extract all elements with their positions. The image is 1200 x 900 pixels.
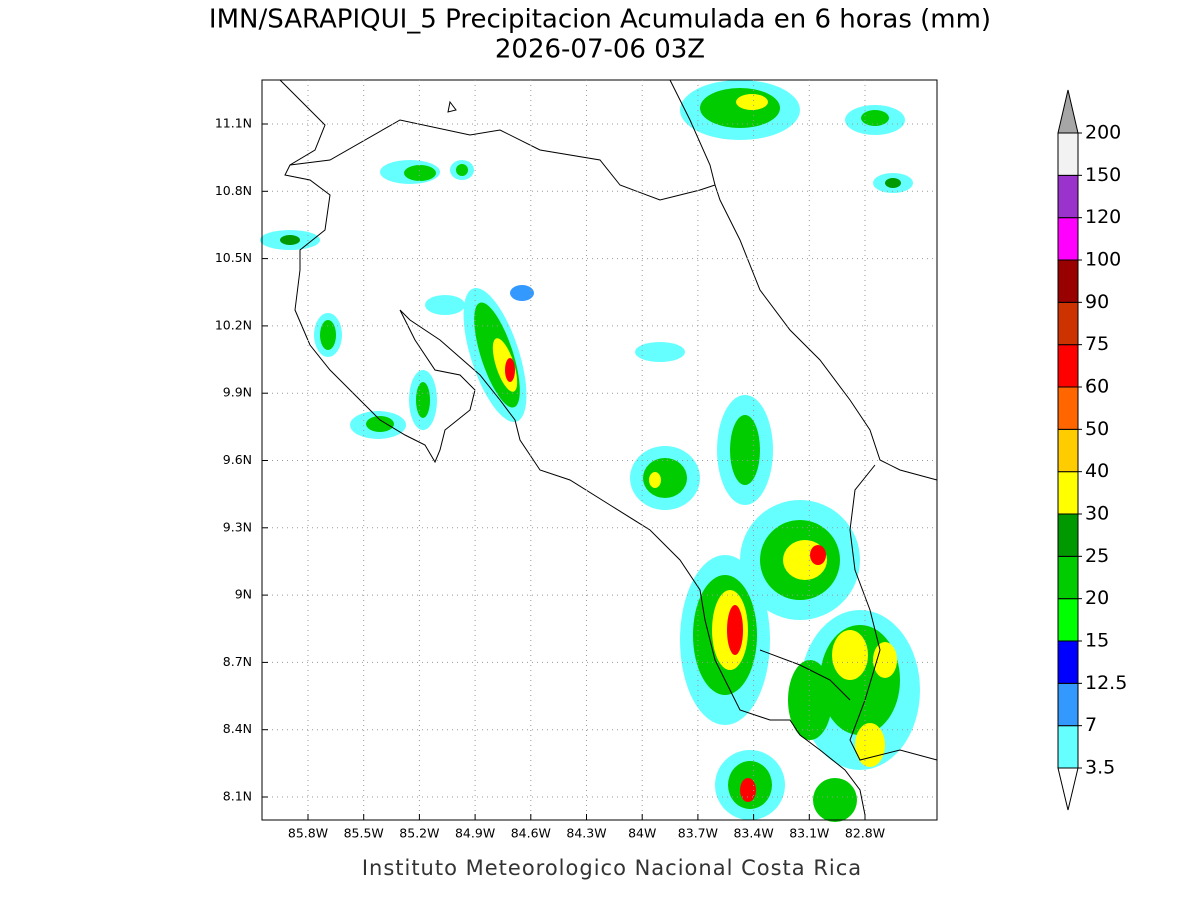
colorbar-label: 120 [1085, 206, 1121, 228]
colorbar-label: 75 [1085, 333, 1109, 355]
colorbar-label: 150 [1085, 164, 1121, 186]
lon-label: 85.8W [288, 826, 328, 841]
colorbar-over [1057, 89, 1079, 134]
map-subtitle: 2026-07-06 03Z [495, 35, 705, 65]
map-title: IMN/SARAPIQUI_5 Precipitacion Acumulada … [209, 5, 991, 35]
colorbar-label: 60 [1085, 376, 1109, 398]
lon-label: 84.6W [511, 826, 551, 841]
colorbar-box [1057, 386, 1079, 430]
precipitation-field [260, 80, 920, 822]
lat-label: 11.1N [215, 116, 252, 131]
lat-label: 10.8N [215, 183, 252, 198]
colorbar-label: 200 [1085, 122, 1121, 144]
colorbar-label: 40 [1085, 460, 1109, 482]
colorbar-label: 25 [1085, 545, 1109, 567]
colorbar-box [1057, 725, 1079, 769]
coastline [279, 79, 938, 816]
colorbar-label: 100 [1085, 249, 1121, 271]
lat-label: 10.2N [215, 317, 252, 332]
lat-label: 8.4N [223, 721, 252, 736]
lat-label: 10.5N [215, 250, 252, 265]
colorbar-box [1057, 217, 1079, 261]
colorbar-box [1057, 598, 1079, 642]
colorbar-label: 12.5 [1085, 672, 1127, 694]
colorbar-under [1057, 767, 1079, 811]
lat-label: 9.3N [223, 519, 252, 534]
lat-label: 8.1N [223, 789, 252, 804]
colorbar-label: 30 [1085, 503, 1109, 525]
colorbar-box [1057, 344, 1079, 388]
colorbar-label: 3.5 [1085, 757, 1115, 779]
colorbar-box [1057, 513, 1079, 557]
colorbar-box [1057, 259, 1079, 303]
lon-label: 83.7W [678, 826, 718, 841]
lat-label: 9N [235, 587, 252, 602]
lat-label: 8.7N [223, 654, 252, 669]
colorbar-label: 50 [1085, 418, 1109, 440]
lon-label: 84.9W [455, 826, 495, 841]
lon-label: 85.2W [399, 826, 439, 841]
colorbar-box [1057, 640, 1079, 684]
colorbar-box [1057, 471, 1079, 515]
lon-label: 82.8W [845, 826, 885, 841]
colorbar-label: 90 [1085, 291, 1109, 313]
colorbar-box [1057, 555, 1079, 600]
footer: Instituto Meteorologico Nacional Costa R… [362, 856, 862, 880]
colorbar-box [1057, 428, 1079, 473]
lat-label: 9.6N [223, 452, 252, 467]
colorbar-box [1057, 174, 1079, 219]
colorbar-box [1057, 682, 1079, 727]
map-frame [261, 79, 938, 821]
lon-label: 84W [628, 826, 656, 841]
colorbar-label: 7 [1085, 714, 1097, 736]
colorbar-box [1057, 132, 1079, 176]
lon-label: 83.1W [789, 826, 829, 841]
lon-label: 85.5W [344, 826, 384, 841]
lat-label: 9.9N [223, 385, 252, 400]
colorbar-label: 20 [1085, 587, 1109, 609]
colorbar-box [1057, 301, 1079, 346]
colorbar-label: 15 [1085, 630, 1109, 652]
lon-label: 84.3W [566, 826, 606, 841]
lon-label: 83.4W [733, 826, 773, 841]
